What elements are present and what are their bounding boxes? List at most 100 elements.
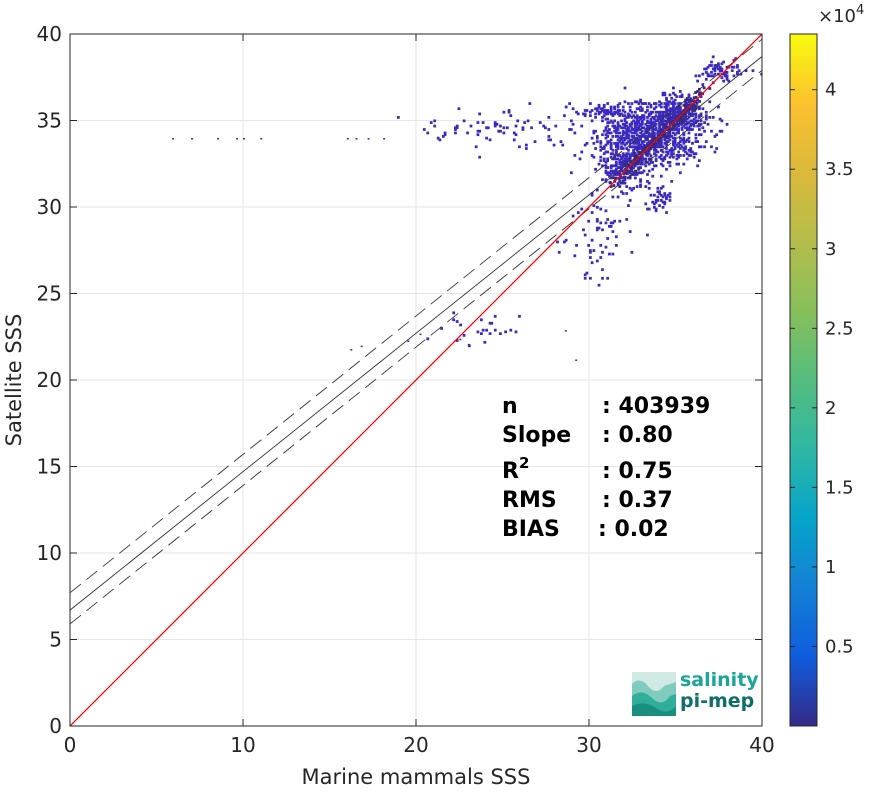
density-cell <box>640 109 644 112</box>
density-cell <box>647 144 651 148</box>
density-cell <box>616 195 620 199</box>
density-cell <box>547 138 551 142</box>
density-cell <box>654 128 658 131</box>
density-cell <box>751 69 755 73</box>
density-cell <box>663 110 667 114</box>
density-cell <box>691 105 694 109</box>
y-tick-label: 30 <box>37 195 62 219</box>
density-cell <box>654 110 658 114</box>
density-cell <box>673 102 677 105</box>
density-cell <box>590 193 594 197</box>
density-cell <box>628 230 632 233</box>
density-cell <box>675 126 679 130</box>
density-cell <box>642 140 646 143</box>
density-cell <box>678 113 682 117</box>
density-cell <box>696 164 700 168</box>
density-cell <box>653 116 656 119</box>
density-cell <box>609 152 613 156</box>
density-cell <box>680 95 684 99</box>
density-cell <box>651 137 654 141</box>
density-cell <box>713 65 717 69</box>
density-cell <box>635 185 639 188</box>
density-cell <box>625 172 629 176</box>
density-cell <box>687 121 691 124</box>
density-cell <box>616 122 620 126</box>
density-cell <box>647 157 651 161</box>
outlier-point <box>575 359 578 361</box>
density-cell <box>675 143 679 147</box>
density-cell <box>689 124 693 128</box>
density-cell <box>644 136 648 140</box>
density-cell <box>682 136 686 140</box>
density-cell <box>710 64 713 67</box>
density-cell <box>663 138 667 142</box>
density-cell <box>677 107 680 111</box>
density-cell <box>654 105 658 109</box>
density-cell <box>621 154 625 157</box>
density-cell <box>640 160 644 164</box>
y-tick-label: 5 <box>49 628 62 652</box>
density-cell <box>668 133 672 137</box>
density-cell <box>628 109 632 112</box>
density-cell <box>647 149 651 153</box>
density-cell <box>614 135 618 138</box>
density-cell <box>659 105 663 109</box>
density-cell <box>488 138 492 142</box>
density-cell <box>651 174 655 178</box>
density-cell <box>640 122 644 126</box>
density-cell <box>589 102 592 105</box>
density-cell <box>647 207 651 211</box>
density-cell <box>573 254 577 258</box>
density-cell <box>618 185 622 188</box>
density-cell <box>609 145 613 149</box>
density-cell <box>637 126 641 130</box>
density-cells <box>172 55 762 361</box>
density-cell <box>639 171 642 175</box>
density-cell <box>614 145 618 149</box>
density-cell <box>576 211 580 214</box>
density-cell <box>608 252 611 256</box>
density-cell <box>613 164 616 168</box>
density-cell <box>713 64 717 67</box>
density-cell <box>623 86 627 90</box>
density-cell <box>685 109 688 113</box>
density-cell <box>480 318 483 322</box>
density-cell <box>642 114 646 118</box>
outlier-point <box>236 138 239 140</box>
density-cell <box>608 121 611 124</box>
density-cell <box>612 184 616 187</box>
density-cell <box>602 147 606 150</box>
density-cell <box>628 171 632 175</box>
density-cell <box>628 141 632 145</box>
density-cell <box>609 141 613 145</box>
density-cell <box>606 171 610 175</box>
density-cell <box>564 105 568 109</box>
density-cell <box>653 128 656 131</box>
density-cell <box>589 276 592 280</box>
density-cell <box>628 114 632 118</box>
density-cell <box>582 228 585 232</box>
density-cell <box>575 244 578 247</box>
salinity-pi-mep-logo: salinity pi-mep <box>632 669 759 716</box>
density-cell <box>609 155 613 159</box>
density-cell <box>646 119 649 123</box>
density-cell <box>653 107 656 111</box>
density-cell <box>673 128 677 131</box>
density-cell <box>651 116 655 119</box>
density-cell <box>630 131 634 135</box>
density-cell <box>625 155 629 159</box>
density-cell <box>592 131 596 135</box>
outlier-point <box>419 333 422 336</box>
density-cell <box>639 136 642 140</box>
density-cell <box>609 147 613 150</box>
density-cell <box>616 154 620 157</box>
density-cell <box>635 119 639 123</box>
density-cell <box>639 128 642 131</box>
regression-lower-bound <box>70 69 762 625</box>
density-cell <box>606 124 610 128</box>
y-axis-label: Satellite SSS <box>2 314 26 447</box>
density-cell <box>609 109 613 112</box>
density-cell <box>594 112 597 116</box>
density-cell <box>653 121 656 124</box>
density-cell <box>625 128 629 131</box>
